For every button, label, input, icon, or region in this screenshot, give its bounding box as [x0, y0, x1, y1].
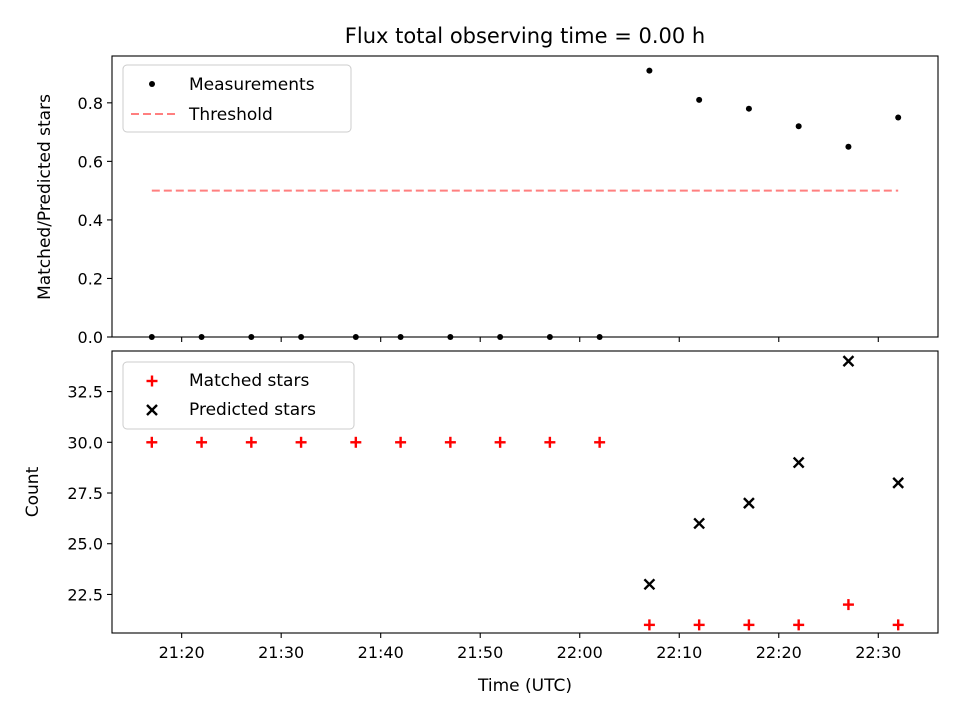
- x-tick-label: 21:20: [159, 643, 205, 662]
- legend-marker-measurements: [149, 81, 155, 87]
- predicted-point: [743, 497, 755, 510]
- legend: Measurements Threshold: [122, 64, 352, 133]
- measurement-point: [745, 105, 752, 112]
- measurement-point: [497, 334, 504, 340]
- measurement-point: [447, 334, 454, 340]
- measurement-point: [148, 334, 155, 340]
- predicted-point: [792, 456, 805, 469]
- matched-point: [494, 436, 506, 448]
- predicted-point-b: [892, 477, 905, 489]
- x-tick-label: 21:40: [358, 643, 404, 662]
- y-tick-label: 0.2: [78, 269, 103, 288]
- matched-point: [594, 436, 606, 448]
- matched-point: [444, 436, 456, 448]
- legend-label-predicted: Predicted stars: [189, 400, 316, 420]
- predicted-point-b: [743, 497, 755, 510]
- measurement-point: [596, 334, 603, 340]
- legend-box: [122, 361, 355, 430]
- predicted-point: [842, 355, 855, 367]
- top-panel: 0.0 0.2 0.4 0.6 0.8 Measurements Threshold: [78, 55, 939, 347]
- x-tick-label: 21:30: [258, 643, 304, 662]
- x-tick-label: 22:30: [855, 643, 901, 662]
- predicted-point: [892, 477, 905, 489]
- chart-title: Flux total observing time = 0.00 h: [345, 24, 705, 48]
- measurement-point: [795, 123, 802, 130]
- y-tick-label: 0.0: [78, 328, 103, 347]
- x-tick-label: 21:50: [457, 643, 503, 662]
- matched-point: [544, 436, 556, 448]
- y-tick-label: 0.8: [78, 94, 103, 113]
- legend-label-threshold: Threshold: [188, 105, 273, 125]
- measurement-point: [298, 334, 305, 340]
- legend-marker-predicted: [146, 404, 158, 416]
- legend-marker-matched: [146, 375, 158, 387]
- legend-box: [122, 64, 352, 133]
- measurement-point: [198, 334, 205, 340]
- legend-label-measurements: Measurements: [189, 75, 315, 95]
- matched-point: [793, 619, 805, 631]
- matched-point: [350, 436, 362, 448]
- matched-point: [295, 436, 307, 448]
- predicted-point-b: [643, 578, 656, 591]
- measurement-point: [397, 334, 404, 340]
- y-tick-label: 0.4: [78, 211, 103, 230]
- top-y-axis-label: Matched/Predicted stars: [35, 94, 55, 300]
- y-tick-label: 25.0: [67, 535, 103, 554]
- y-tick-label: 0.6: [78, 152, 103, 171]
- plot-frame: [111, 350, 939, 634]
- predicted-point-b: [842, 355, 855, 367]
- x-tick-label: 22:20: [756, 643, 802, 662]
- predicted-point: [643, 578, 656, 591]
- x-axis-label: Time (UTC): [477, 676, 572, 696]
- y-tick-label: 32.5: [67, 383, 103, 402]
- matched-point: [196, 436, 208, 448]
- matched-point: [395, 436, 407, 448]
- measurement-point: [352, 334, 359, 340]
- y-tick-label: 22.5: [67, 585, 103, 604]
- measurement-point: [248, 334, 255, 340]
- measurement-point: [845, 143, 852, 150]
- bottom-y-axis-label: Count: [23, 466, 43, 517]
- y-tick-label: 27.5: [67, 484, 103, 503]
- x-tick-label: 22:10: [656, 643, 702, 662]
- matched-point: [842, 599, 854, 611]
- measurement-point: [696, 96, 703, 103]
- matched-point: [643, 619, 655, 631]
- legend-marker-predicted-b: [146, 404, 158, 416]
- matched-point: [146, 436, 158, 448]
- matched-point: [693, 619, 705, 631]
- y-tick-label: 30.0: [67, 433, 103, 452]
- legend: Matched stars Predicted stars: [122, 361, 355, 430]
- predicted-point-b: [693, 517, 706, 530]
- measurement-point: [895, 114, 902, 121]
- matched-point: [892, 619, 904, 631]
- bottom-panel: 22.5 25.0 27.5 30.0 32.5 21:20 21:30 21:40 21:50…: [67, 350, 939, 662]
- legend-label-matched: Matched stars: [189, 371, 309, 391]
- matched-point: [743, 619, 755, 631]
- x-tick-label: 22:00: [557, 643, 603, 662]
- predicted-point: [693, 517, 706, 530]
- measurement-point: [546, 334, 553, 340]
- matched-point: [245, 436, 257, 448]
- plot-frame: [111, 55, 939, 338]
- predicted-point-b: [792, 456, 805, 469]
- measurement-point: [646, 67, 653, 74]
